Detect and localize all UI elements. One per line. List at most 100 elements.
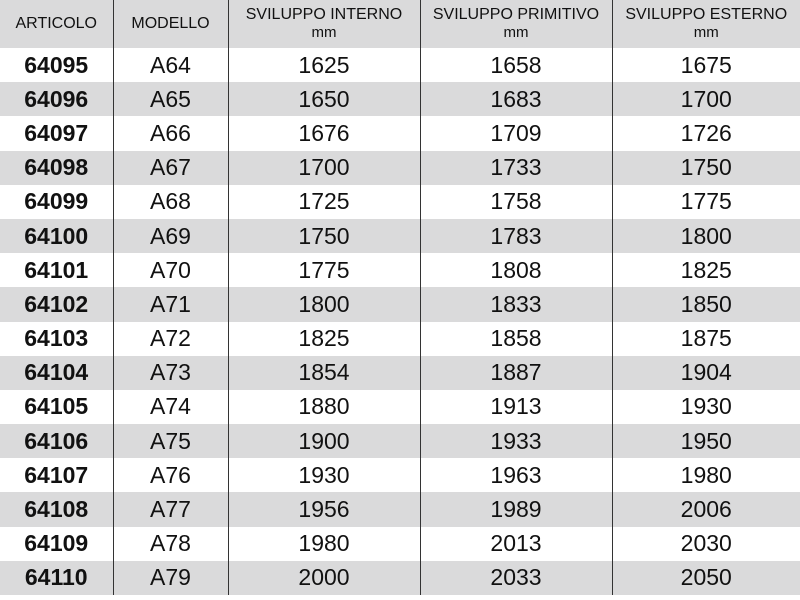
- cell-modello: A72: [112, 321, 228, 356]
- table-row: 64104 A73 1854 1887 1904: [0, 355, 800, 390]
- cell-sviluppo-primitivo: 1963: [419, 458, 612, 493]
- cell-sviluppo-interno: 1980: [227, 526, 420, 561]
- cell-articolo: 64101: [24, 256, 89, 283]
- cell-sviluppo-interno: 1676: [227, 116, 420, 151]
- cell-sviluppo-primitivo: 2013: [419, 526, 612, 561]
- header-sviluppo-primitivo: SVILUPPO PRIMITIVO mm: [419, 0, 612, 48]
- table-row: 64107 A76 1930 1963 1980: [0, 458, 800, 493]
- cell-articolo: 64095: [24, 51, 89, 78]
- cell-articolo: 64100: [0, 218, 113, 254]
- cell-articolo: 64097: [24, 119, 89, 146]
- header-label: ARTICOLO: [15, 15, 98, 32]
- cell-sviluppo-esterno: 1775: [611, 184, 800, 219]
- cell-sviluppo-interno: 1750: [227, 218, 420, 254]
- header-unit: mm: [503, 24, 529, 41]
- cell-sviluppo-esterno: 1980: [611, 458, 800, 493]
- cell-sviluppo-primitivo: 1783: [419, 218, 612, 254]
- cell-sviluppo-interno: 1725: [227, 184, 420, 219]
- cell-sviluppo-esterno: 1930: [611, 389, 800, 425]
- cell-sviluppo-primitivo: 1758: [419, 184, 612, 219]
- cell-sviluppo-esterno: 1904: [611, 355, 800, 390]
- cell-modello: A68: [112, 184, 228, 219]
- cell-sviluppo-primitivo: 1658: [419, 48, 612, 83]
- header-articolo: ARTICOLO: [0, 0, 113, 48]
- cell-articolo: 64099: [24, 188, 89, 215]
- cell-sviluppo-primitivo: 1913: [419, 389, 612, 425]
- table-row: 64100 A69 1750 1783 1800: [0, 218, 800, 254]
- table-row: 64098 A67 1700 1733 1750: [0, 150, 800, 185]
- cell-sviluppo-interno: 1625: [227, 48, 420, 83]
- cell-sviluppo-primitivo: 1887: [419, 355, 612, 390]
- table-row: 64106 A75 1900 1933 1950: [0, 424, 800, 459]
- header-label: MODELLO: [131, 15, 210, 32]
- cell-modello: A73: [112, 355, 228, 390]
- header-modello: MODELLO: [112, 0, 228, 48]
- header-unit: mm: [311, 24, 337, 41]
- cell-modello: A79: [112, 560, 228, 595]
- cell-modello: A78: [112, 526, 228, 561]
- table-row: 64109 A78 1980 2013 2030: [0, 526, 800, 561]
- cell-articolo: 64105: [24, 393, 89, 420]
- cell-articolo: 64098: [0, 150, 113, 185]
- cell-sviluppo-interno: 1775: [227, 253, 420, 288]
- cell-sviluppo-interno: 1825: [227, 321, 420, 356]
- cell-articolo: 64104: [0, 355, 113, 390]
- cell-sviluppo-esterno: 1675: [611, 48, 800, 83]
- table-row: 64096 A65 1650 1683 1700: [0, 82, 800, 117]
- table-body: 64095 A64 1625 1658 1675 64096 A65 1650 1683 1700…: [0, 48, 800, 595]
- table-row: 64102 A71 1800 1833 1850: [0, 287, 800, 322]
- cell-articolo: 64108: [0, 492, 113, 527]
- header-label: SVILUPPO PRIMITIVO: [432, 6, 600, 23]
- cell-sviluppo-interno: 1900: [227, 424, 420, 459]
- cell-sviluppo-interno: 1956: [227, 492, 420, 527]
- cell-sviluppo-esterno: 2006: [611, 492, 800, 527]
- cell-sviluppo-esterno: 1700: [611, 82, 800, 117]
- cell-articolo: 64103: [24, 325, 89, 352]
- cell-modello: A75: [112, 424, 228, 459]
- header-sviluppo-interno: SVILUPPO INTERNO mm: [227, 0, 420, 48]
- cell-modello: A70: [112, 253, 228, 288]
- cell-sviluppo-esterno: 1800: [611, 218, 800, 254]
- cell-articolo: 64096: [0, 82, 113, 117]
- cell-sviluppo-interno: 1700: [227, 150, 420, 185]
- header-unit: mm: [693, 24, 719, 41]
- header-row: ARTICOLO MODELLO SVILUPPO INTERNO mm SVILUPP…: [0, 0, 800, 48]
- cell-articolo: 64102: [0, 287, 113, 322]
- table-row: 64099 A68 1725 1758 1775: [0, 184, 800, 219]
- cell-modello: A67: [112, 150, 228, 185]
- cell-sviluppo-primitivo: 1733: [419, 150, 612, 185]
- table-row: 64108 A77 1956 1989 2006: [0, 492, 800, 527]
- cell-sviluppo-esterno: 1950: [611, 424, 800, 459]
- cell-sviluppo-interno: 1800: [227, 287, 420, 322]
- header-label: SVILUPPO INTERNO: [245, 6, 403, 23]
- cell-sviluppo-esterno: 1825: [611, 253, 800, 288]
- cell-sviluppo-interno: 1880: [227, 389, 420, 425]
- cell-sviluppo-esterno: 1750: [611, 150, 800, 185]
- cell-modello: A77: [112, 492, 228, 527]
- cell-articolo: 64110: [0, 560, 113, 595]
- cell-sviluppo-esterno: 2050: [611, 560, 800, 595]
- cell-modello: A65: [112, 82, 228, 117]
- cell-sviluppo-interno: 2000: [227, 560, 420, 595]
- table-row: 64105 A74 1880 1913 1930: [0, 389, 800, 425]
- table-row: 64097 A66 1676 1709 1726: [0, 116, 800, 151]
- cell-sviluppo-interno: 1854: [227, 355, 420, 390]
- cell-articolo: 64107: [24, 461, 89, 488]
- table-row: 64101 A70 1775 1808 1825: [0, 253, 800, 288]
- cell-sviluppo-primitivo: 1833: [419, 287, 612, 322]
- cell-modello: A69: [112, 218, 228, 254]
- cell-sviluppo-esterno: 1875: [611, 321, 800, 356]
- cell-modello: A66: [112, 116, 228, 151]
- cell-sviluppo-esterno: 1850: [611, 287, 800, 322]
- table-row: 64095 A64 1625 1658 1675: [0, 48, 800, 83]
- cell-articolo: 64109: [24, 530, 89, 557]
- cell-sviluppo-primitivo: 1933: [419, 424, 612, 459]
- cell-sviluppo-interno: 1650: [227, 82, 420, 117]
- cell-modello: A71: [112, 287, 228, 322]
- cell-sviluppo-primitivo: 1989: [419, 492, 612, 527]
- cell-sviluppo-primitivo: 1709: [419, 116, 612, 151]
- cell-modello: A76: [112, 458, 228, 493]
- cell-sviluppo-esterno: 2030: [611, 526, 800, 561]
- cell-sviluppo-interno: 1930: [227, 458, 420, 493]
